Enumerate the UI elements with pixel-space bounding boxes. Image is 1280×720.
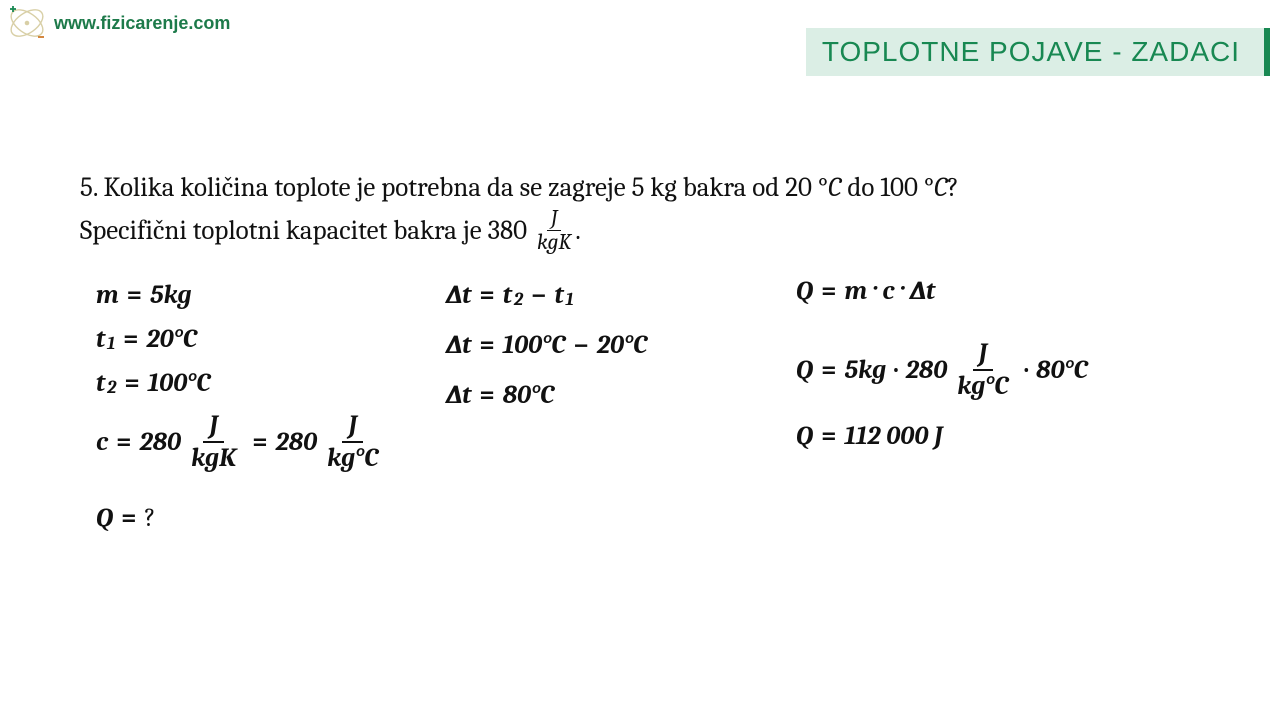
problem-text-1b: do 100 ° xyxy=(841,172,934,203)
problem-statement: 5. Kolika količina toplote je potrebna d… xyxy=(80,168,1200,256)
problem-text-1c: ? xyxy=(947,172,958,203)
eq-dt-def: ∆t= t2 − t1 xyxy=(446,280,796,310)
fraction-c1: JkgK xyxy=(185,412,242,473)
var-C: C xyxy=(828,172,841,203)
given-column: m=5kg t1=20°C t2=100°C c=280 JkgK =280 J… xyxy=(96,280,446,533)
work-area: m=5kg t1=20°C t2=100°C c=280 JkgK =280 J… xyxy=(96,280,1240,533)
site-url: www.fizicarenje.com xyxy=(54,13,230,34)
problem-number: 5. xyxy=(80,172,98,203)
eq-dt-calc: ∆t= 100°C−20°C xyxy=(446,330,796,360)
title-banner: TOPLOTNE POJAVE - ZADACI xyxy=(806,28,1270,76)
logo-icon xyxy=(6,2,48,44)
title-banner-text: TOPLOTNE POJAVE - ZADACI xyxy=(822,36,1240,67)
eq-Q-unknown: Q=? xyxy=(96,503,446,533)
header: www.fizicarenje.com TOPLOTNE POJAVE - ZA… xyxy=(0,0,1280,60)
fraction-c2: Jkg°C xyxy=(321,412,384,473)
eq-c: c=280 JkgK =280 Jkg°C xyxy=(96,412,446,473)
Q-column: Q=m · c · ∆t Q= 5kg·280 Jkg°C ·80°C Q=11… xyxy=(796,280,1226,533)
problem-text-2b: . xyxy=(575,214,581,245)
eq-mass: m=5kg xyxy=(96,280,446,310)
delta-t-column: ∆t= t2 − t1 ∆t= 100°C−20°C ∆t=80°C xyxy=(446,280,796,533)
problem-text-1a: Kolika količina toplote je potrebna da s… xyxy=(104,172,828,203)
fraction-j-kgk: JkgK xyxy=(533,207,575,254)
logo-block: www.fizicarenje.com xyxy=(6,2,230,44)
eq-t1: t1=20°C xyxy=(96,324,446,354)
eq-Q-sub: Q= 5kg·280 Jkg°C ·80°C xyxy=(796,340,1226,401)
problem-text-2a: Specifični toplotni kapacitet bakra je 3… xyxy=(80,214,533,245)
var-C: C xyxy=(934,172,947,203)
eq-t2: t2=100°C xyxy=(96,368,446,398)
eq-dt-result: ∆t=80°C xyxy=(446,380,796,410)
eq-Q-result: Q=112 000 J xyxy=(796,421,1226,451)
eq-Q-formula: Q=m · c · ∆t xyxy=(796,276,1226,306)
fraction-Q: Jkg°C xyxy=(951,340,1014,401)
